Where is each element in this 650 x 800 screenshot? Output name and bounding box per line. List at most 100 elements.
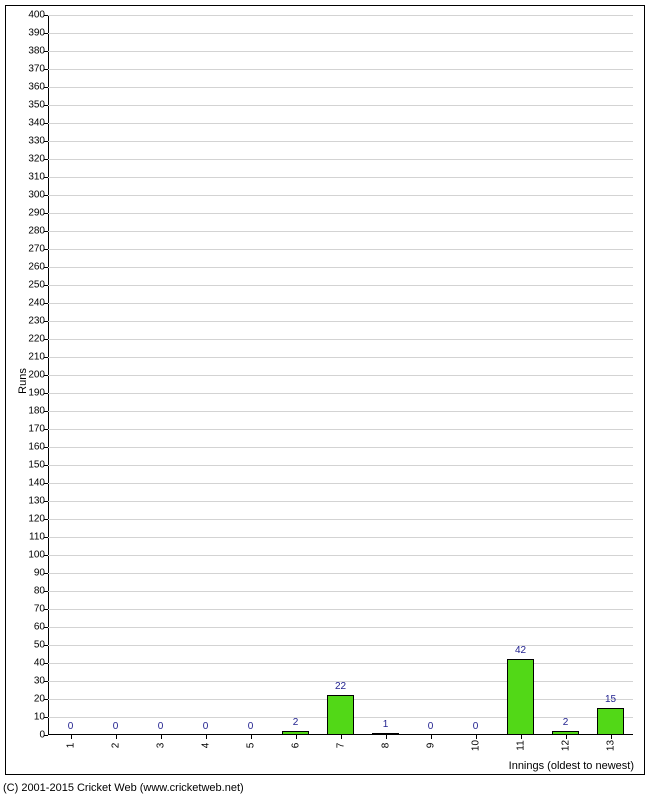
y-tick	[44, 195, 48, 196]
y-tick	[44, 591, 48, 592]
y-tick-label: 220	[15, 334, 45, 345]
bar-value-label: 0	[203, 721, 209, 732]
y-tick-label: 90	[15, 568, 45, 579]
y-tick-label: 40	[15, 658, 45, 669]
y-tick-label: 190	[15, 388, 45, 399]
y-tick	[44, 69, 48, 70]
y-tick-label: 80	[15, 586, 45, 597]
x-tick	[566, 735, 567, 739]
y-tick	[44, 573, 48, 574]
y-tick-label: 0	[15, 730, 45, 741]
y-tick	[44, 51, 48, 52]
bar-value-label: 0	[248, 721, 254, 732]
y-tick-label: 170	[15, 424, 45, 435]
gridline	[48, 303, 633, 304]
y-tick	[44, 267, 48, 268]
gridline	[48, 33, 633, 34]
y-tick	[44, 213, 48, 214]
y-tick	[44, 249, 48, 250]
y-tick	[44, 537, 48, 538]
gridline	[48, 627, 633, 628]
y-tick-label: 310	[15, 172, 45, 183]
y-tick-label: 340	[15, 118, 45, 129]
y-tick-label: 260	[15, 262, 45, 273]
y-tick	[44, 717, 48, 718]
x-tick	[251, 735, 252, 739]
y-tick	[44, 177, 48, 178]
chart-container: Runs Innings (oldest to newest) (C) 2001…	[0, 0, 650, 800]
x-tick	[476, 735, 477, 739]
y-tick	[44, 735, 48, 736]
gridline	[48, 537, 633, 538]
y-tick-label: 10	[15, 712, 45, 723]
bar-value-label: 0	[113, 721, 119, 732]
copyright-text: (C) 2001-2015 Cricket Web (www.cricketwe…	[3, 782, 244, 794]
y-tick	[44, 483, 48, 484]
gridline	[48, 285, 633, 286]
gridline	[48, 591, 633, 592]
bar-value-label: 0	[158, 721, 164, 732]
gridline	[48, 231, 633, 232]
y-tick-label: 350	[15, 100, 45, 111]
bar-value-label: 1	[383, 719, 389, 730]
y-tick-label: 240	[15, 298, 45, 309]
y-tick-label: 300	[15, 190, 45, 201]
x-tick	[431, 735, 432, 739]
bar	[597, 708, 624, 735]
gridline	[48, 69, 633, 70]
bar-value-label: 22	[335, 681, 346, 692]
gridline	[48, 393, 633, 394]
y-tick	[44, 87, 48, 88]
gridline	[48, 429, 633, 430]
y-tick	[44, 123, 48, 124]
gridline	[48, 15, 633, 16]
y-tick	[44, 627, 48, 628]
gridline	[48, 375, 633, 376]
y-tick	[44, 447, 48, 448]
y-tick-label: 400	[15, 10, 45, 21]
y-tick	[44, 33, 48, 34]
y-tick-label: 370	[15, 64, 45, 75]
y-tick	[44, 375, 48, 376]
y-tick	[44, 105, 48, 106]
y-tick	[44, 699, 48, 700]
y-tick	[44, 393, 48, 394]
bar	[327, 695, 354, 735]
x-tick	[296, 735, 297, 739]
gridline	[48, 141, 633, 142]
gridline	[48, 609, 633, 610]
gridline	[48, 123, 633, 124]
gridline	[48, 159, 633, 160]
y-tick-label: 210	[15, 352, 45, 363]
y-tick	[44, 339, 48, 340]
y-tick	[44, 411, 48, 412]
y-tick-label: 270	[15, 244, 45, 255]
gridline	[48, 267, 633, 268]
gridline	[48, 663, 633, 664]
x-tick	[71, 735, 72, 739]
y-tick-label: 330	[15, 136, 45, 147]
bar-value-label: 0	[68, 721, 74, 732]
y-tick-label: 180	[15, 406, 45, 417]
y-tick-label: 100	[15, 550, 45, 561]
y-tick-label: 30	[15, 676, 45, 687]
y-tick	[44, 285, 48, 286]
x-tick	[341, 735, 342, 739]
gridline	[48, 483, 633, 484]
y-tick	[44, 321, 48, 322]
y-tick-label: 120	[15, 514, 45, 525]
bar	[507, 659, 534, 735]
y-tick-label: 60	[15, 622, 45, 633]
y-tick-label: 20	[15, 694, 45, 705]
x-tick	[116, 735, 117, 739]
x-tick	[521, 735, 522, 739]
y-tick	[44, 231, 48, 232]
y-tick	[44, 519, 48, 520]
bar-value-label: 42	[515, 645, 526, 656]
y-tick-label: 290	[15, 208, 45, 219]
y-tick-label: 360	[15, 82, 45, 93]
gridline	[48, 465, 633, 466]
gridline	[48, 105, 633, 106]
y-tick	[44, 159, 48, 160]
y-tick-label: 230	[15, 316, 45, 327]
